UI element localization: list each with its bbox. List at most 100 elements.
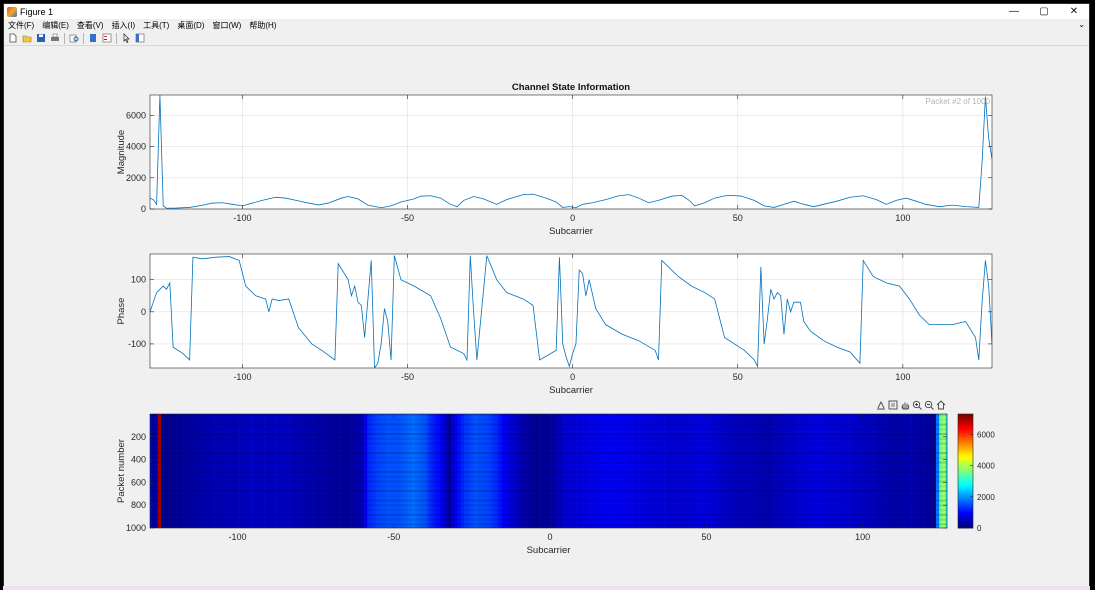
- menu-help[interactable]: 帮助(H): [249, 20, 277, 30]
- zoom-in-icon[interactable]: [912, 400, 922, 410]
- heatmap-column: [829, 414, 834, 528]
- heatmap-column: [689, 414, 693, 528]
- heatmap-column: [923, 414, 927, 528]
- heatmap-column: [167, 414, 171, 528]
- heatmap-column: [182, 414, 187, 528]
- colorbar-step: [958, 418, 973, 422]
- menu-view[interactable]: 查看(V): [76, 20, 104, 30]
- toolbar-separator: [64, 32, 65, 44]
- pan-icon[interactable]: [901, 402, 910, 410]
- maximize-button[interactable]: ▢: [1039, 6, 1049, 17]
- zoom-out-icon[interactable]: [924, 400, 934, 410]
- heatmap-column: [514, 414, 518, 528]
- heatmap-column: [464, 414, 468, 528]
- heatmap-column: [932, 414, 937, 528]
- heatmap-column: [939, 414, 943, 528]
- heatmap-column: [851, 414, 856, 528]
- heatmap-column: [164, 414, 168, 528]
- heatmap-column: [498, 414, 502, 528]
- minimize-button[interactable]: —: [1009, 6, 1019, 17]
- heatmap-column: [264, 414, 268, 528]
- heatmap-column: [789, 414, 793, 528]
- menu-desktop[interactable]: 桌面(D): [177, 20, 205, 30]
- heatmap-column: [554, 414, 559, 528]
- print-preview-icon[interactable]: [68, 33, 79, 44]
- heatmap-row-band: [150, 418, 947, 421]
- colorbar-tick-label: 2000: [977, 493, 995, 502]
- heatmap-column: [523, 414, 527, 528]
- heatmap-column: [811, 414, 815, 528]
- heatmap-column: [376, 414, 381, 528]
- insert-legend-icon[interactable]: [101, 33, 112, 44]
- home-icon[interactable]: [936, 400, 946, 410]
- colorbar-step: [958, 511, 973, 515]
- heatmap-column: [598, 414, 602, 528]
- heatmap-column: [157, 414, 162, 528]
- colorbar-step: [958, 478, 973, 481]
- colorbar-tick-label: 0: [977, 524, 982, 533]
- x-tick-label: -50: [401, 213, 414, 223]
- heatmap-column: [642, 414, 646, 528]
- menu-tools[interactable]: 工具(T): [143, 20, 170, 30]
- heatmap-column: [564, 414, 568, 528]
- heatmap-column: [273, 414, 277, 528]
- heatmap-column: [392, 414, 396, 528]
- colorbar-step: [958, 466, 973, 470]
- heatmap-column: [836, 414, 840, 528]
- y-axis-label: Magnitude: [116, 130, 127, 174]
- menu-edit[interactable]: 编辑(E): [42, 20, 69, 30]
- heatmap-column: [739, 414, 743, 528]
- pointer-icon[interactable]: [120, 33, 131, 44]
- heatmap-column: [667, 414, 671, 528]
- plot-tools-icon[interactable]: [134, 33, 145, 44]
- heatmap-row-band: [150, 433, 947, 436]
- heatmap-column: [742, 414, 746, 528]
- heatmap-column: [626, 414, 631, 528]
- menu-insert[interactable]: 插入(I): [111, 20, 136, 30]
- menu-window[interactable]: 窗口(W): [212, 20, 242, 30]
- heatmap-column: [804, 414, 809, 528]
- heatmap-column: [686, 414, 690, 528]
- colorbar-step: [958, 525, 973, 529]
- heatmap-column: [150, 414, 152, 528]
- y-tick-label: 800: [131, 500, 146, 510]
- colorbar-step: [958, 516, 973, 519]
- heatmap-column: [526, 414, 531, 528]
- heatmap-column: [151, 414, 155, 528]
- close-button[interactable]: ✕: [1069, 6, 1079, 17]
- heatmap-column: [620, 414, 624, 528]
- heatmap-column: [914, 414, 918, 528]
- heatmap-column: [545, 414, 549, 528]
- heatmap-column: [676, 414, 681, 528]
- x-tick-label: 0: [570, 372, 575, 382]
- heatmap-column: [704, 414, 709, 528]
- x-axis-label: Subcarrier: [549, 385, 593, 396]
- menu-overflow-icon[interactable]: ⌄: [1078, 20, 1085, 29]
- heatmap-column: [389, 414, 393, 528]
- heatmap-column: [435, 414, 440, 528]
- heatmap-column: [636, 414, 640, 528]
- toolbar-separator: [116, 32, 117, 44]
- new-figure-icon[interactable]: [7, 33, 18, 44]
- open-file-icon[interactable]: [21, 33, 32, 44]
- y-tick-label: 400: [131, 455, 146, 465]
- menu-file[interactable]: 文件(F): [8, 20, 35, 30]
- brush-icon[interactable]: [888, 400, 898, 410]
- title-bar[interactable]: Figure 1 — ▢ ✕: [4, 4, 1089, 19]
- x-tick-label: 100: [895, 213, 910, 223]
- window-title: Figure 1: [20, 6, 54, 17]
- colorbar-step: [958, 501, 973, 505]
- save-icon[interactable]: [35, 33, 46, 44]
- heatmap-column: [776, 414, 781, 528]
- heatmap-column: [876, 414, 881, 528]
- window-controls: — ▢ ✕: [999, 4, 1089, 19]
- heatmap-column: [751, 414, 756, 528]
- heatmap-column: [448, 414, 452, 528]
- heatmap-column: [773, 414, 777, 528]
- heatmap-column: [210, 414, 215, 528]
- export-icon[interactable]: [877, 400, 885, 410]
- print-icon[interactable]: [49, 33, 60, 44]
- colorbar-step: [958, 504, 973, 508]
- link-plot-icon[interactable]: [87, 33, 98, 44]
- heatmap-column: [917, 414, 921, 528]
